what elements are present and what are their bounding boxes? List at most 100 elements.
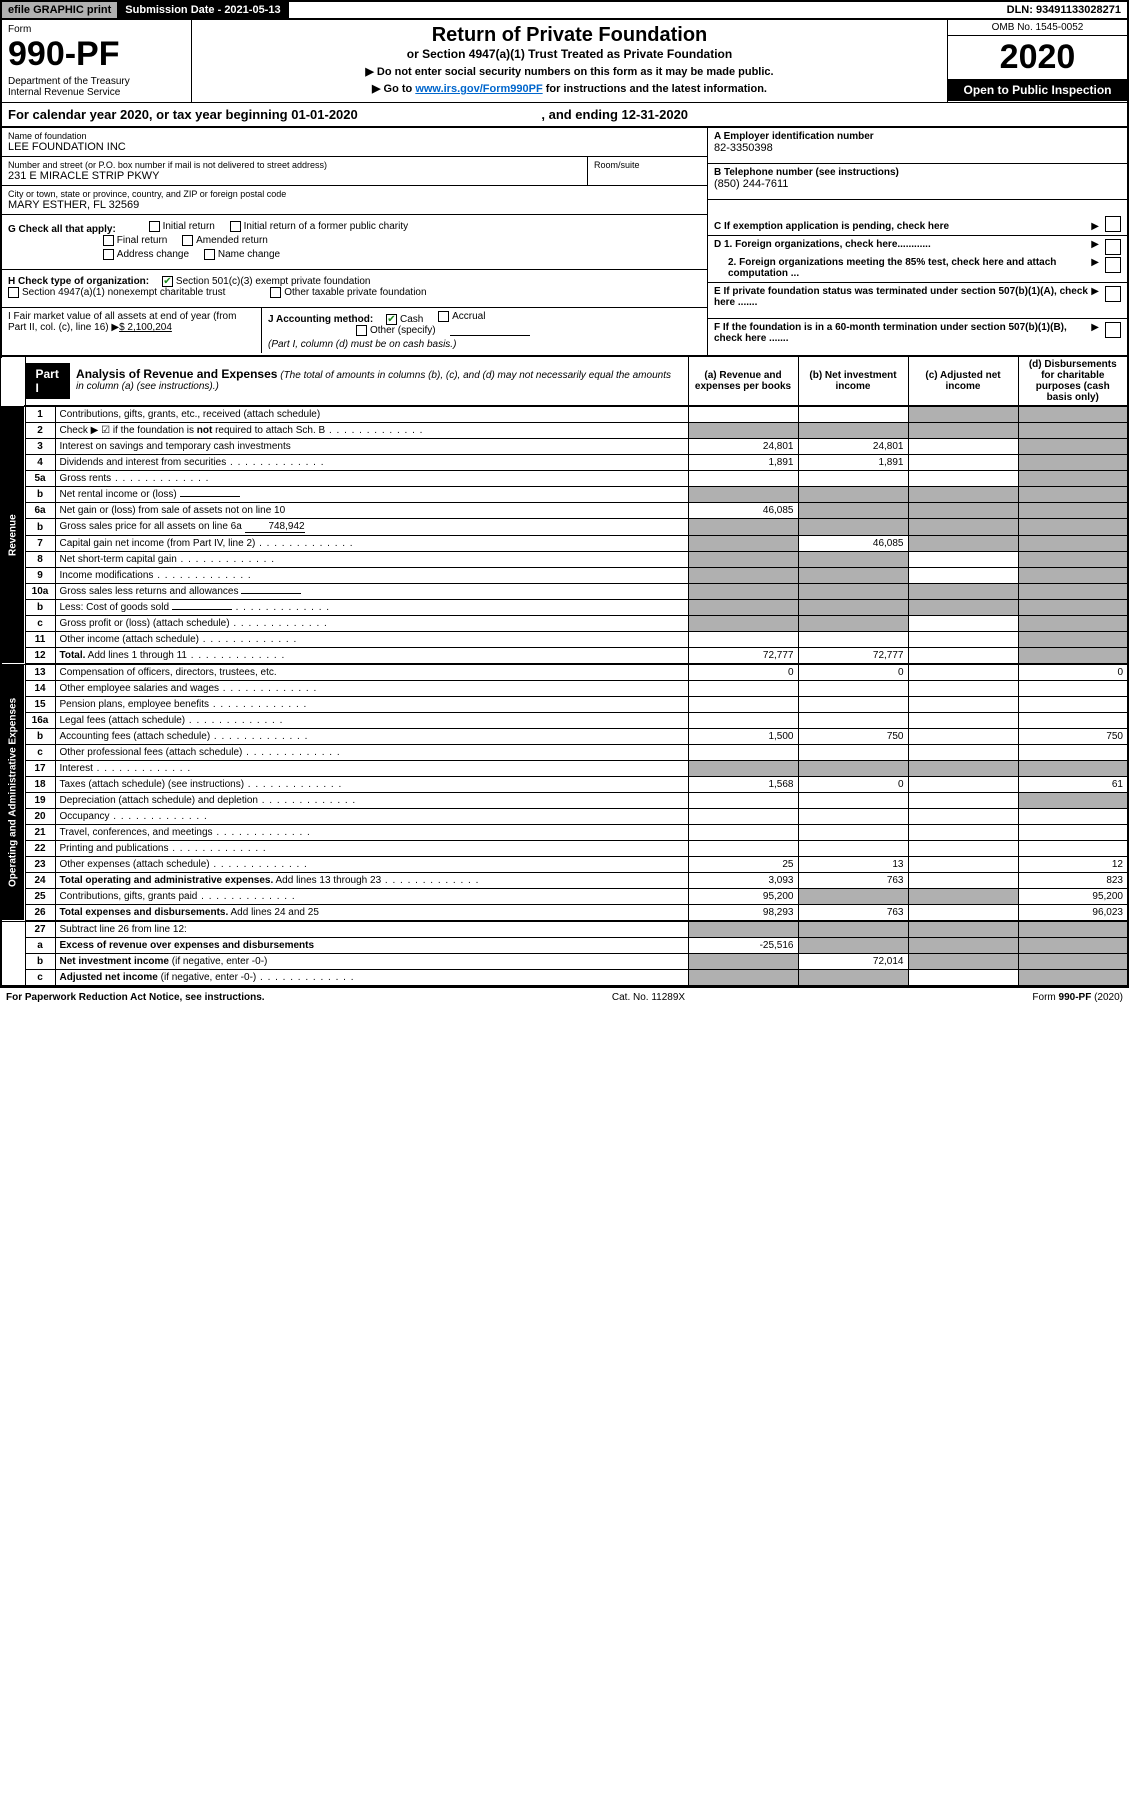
cb-initial-return[interactable] [149, 221, 160, 232]
cb-other-method[interactable] [356, 325, 367, 336]
amount-cell [908, 455, 1018, 471]
amount-cell [688, 406, 798, 423]
line-number: 19 [25, 793, 55, 809]
cb-other-taxable[interactable] [270, 287, 281, 298]
cb-final-return[interactable] [103, 235, 114, 246]
table-row: 25Contributions, gifts, grants paid95,20… [1, 889, 1128, 905]
amount-cell [1018, 519, 1128, 536]
cb-60month[interactable] [1105, 322, 1121, 338]
cb-name-change[interactable] [204, 249, 215, 260]
amount-cell [908, 406, 1018, 423]
cb-terminated[interactable] [1105, 286, 1121, 302]
cb-foreign-85[interactable] [1105, 257, 1121, 273]
amount-cell [688, 519, 798, 536]
table-row: 6aNet gain or (loss) from sale of assets… [1, 503, 1128, 519]
amount-cell [908, 793, 1018, 809]
amount-cell [908, 761, 1018, 777]
top-bar: efile GRAPHIC print Submission Date - 20… [0, 0, 1129, 20]
cb-4947[interactable] [8, 287, 19, 298]
amount-cell [908, 439, 1018, 455]
amount-cell: 98,293 [688, 905, 798, 922]
line-description: Contributions, gifts, grants paid [55, 889, 688, 905]
amount-cell [688, 536, 798, 552]
amount-cell [908, 664, 1018, 681]
line-number: 24 [25, 873, 55, 889]
c-cell: C If exemption application is pending, c… [708, 200, 1127, 236]
amount-cell [688, 745, 798, 761]
e-cell: E If private foundation status was termi… [708, 283, 1127, 319]
amount-cell: 0 [1018, 664, 1128, 681]
amount-cell: 1,891 [688, 455, 798, 471]
amount-cell [798, 761, 908, 777]
line-number: 15 [25, 697, 55, 713]
amount-cell [1018, 471, 1128, 487]
cb-amended-return[interactable] [182, 235, 193, 246]
amount-cell [798, 970, 908, 987]
table-row: bNet investment income (if negative, ent… [1, 954, 1128, 970]
line-description: Dividends and interest from securities [55, 455, 688, 471]
line-description: Net gain or (loss) from sale of assets n… [55, 503, 688, 519]
cb-cash[interactable] [386, 314, 397, 325]
line-number: 13 [25, 664, 55, 681]
line-number: c [25, 745, 55, 761]
address-row: Number and street (or P.O. box number if… [2, 157, 707, 186]
table-row: 27Subtract line 26 from line 12: [1, 921, 1128, 938]
cb-initial-former[interactable] [230, 221, 241, 232]
cb-501c3[interactable] [162, 276, 173, 287]
line-number: 1 [25, 406, 55, 423]
line-description: Income modifications [55, 568, 688, 584]
cb-foreign-org[interactable] [1105, 239, 1121, 255]
table-row: 7Capital gain net income (from Part IV, … [1, 536, 1128, 552]
amount-cell [908, 809, 1018, 825]
line-description: Legal fees (attach schedule) [55, 713, 688, 729]
amount-cell [908, 568, 1018, 584]
amount-cell [798, 600, 908, 616]
amount-cell [908, 503, 1018, 519]
amount-cell: 61 [1018, 777, 1128, 793]
table-row: 24Total operating and administrative exp… [1, 873, 1128, 889]
amount-cell [908, 616, 1018, 632]
amount-cell: 0 [798, 664, 908, 681]
table-row: Operating and Administrative Expenses13C… [1, 664, 1128, 681]
amount-cell [798, 745, 908, 761]
submission-date: Submission Date - 2021-05-13 [119, 2, 288, 18]
amount-cell [908, 713, 1018, 729]
amount-cell [798, 841, 908, 857]
footer-cat: Cat. No. 11289X [612, 992, 685, 1003]
irs-link[interactable]: www.irs.gov/Form990PF [415, 83, 542, 95]
table-row: bGross sales price for all assets on lin… [1, 519, 1128, 536]
amount-cell: 95,200 [1018, 889, 1128, 905]
cb-address-change[interactable] [103, 249, 114, 260]
amount-cell [688, 713, 798, 729]
dept-treasury: Department of the TreasuryInternal Reven… [8, 76, 185, 98]
amount-cell: 96,023 [1018, 905, 1128, 922]
entity-info: Name of foundation LEE FOUNDATION INC Nu… [0, 128, 1129, 357]
amount-cell: 13 [798, 857, 908, 873]
amount-cell: 3,093 [688, 873, 798, 889]
line-number: 20 [25, 809, 55, 825]
table-row: cAdjusted net income (if negative, enter… [1, 970, 1128, 987]
amount-cell [1018, 568, 1128, 584]
cb-accrual[interactable] [438, 311, 449, 322]
amount-cell: 750 [798, 729, 908, 745]
amount-cell [798, 938, 908, 954]
line-description: Occupancy [55, 809, 688, 825]
amount-cell: 72,014 [798, 954, 908, 970]
amount-cell [1018, 954, 1128, 970]
table-row: 8Net short-term capital gain [1, 552, 1128, 568]
amount-cell: 1,500 [688, 729, 798, 745]
amount-cell [1018, 938, 1128, 954]
amount-cell [1018, 487, 1128, 503]
line-description: Excess of revenue over expenses and disb… [55, 938, 688, 954]
amount-cell [688, 584, 798, 600]
amount-cell [1018, 681, 1128, 697]
line-number: 4 [25, 455, 55, 471]
amount-cell [908, 600, 1018, 616]
amount-cell [688, 793, 798, 809]
cb-exemption-pending[interactable] [1105, 216, 1121, 232]
amount-cell [798, 632, 908, 648]
efile-print-button[interactable]: efile GRAPHIC print [2, 2, 119, 18]
foundation-name-cell: Name of foundation LEE FOUNDATION INC [2, 128, 707, 157]
amount-cell [1018, 423, 1128, 439]
amount-cell [688, 600, 798, 616]
